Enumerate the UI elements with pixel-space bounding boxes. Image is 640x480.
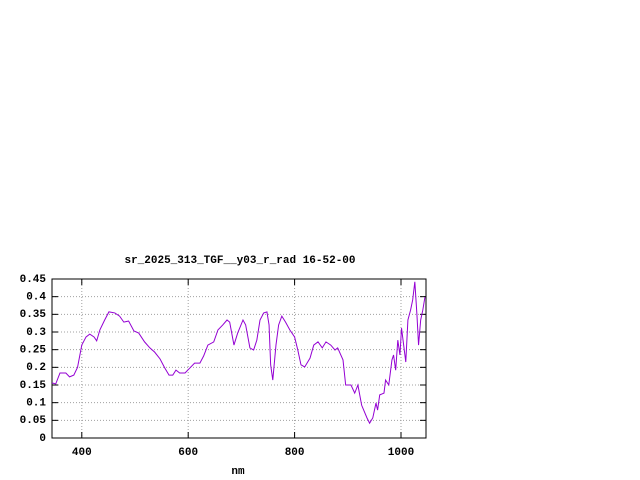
plot-frame <box>51 278 427 439</box>
x-axis-label: nm <box>231 466 245 478</box>
y-tick-label: 0.25 <box>20 345 47 357</box>
data-line <box>51 281 426 425</box>
y-tick-label: 0 <box>39 433 46 445</box>
y-tick-label: 0.05 <box>20 415 47 427</box>
chart-title: sr_2025_313_TGF__y03_r_rad 16-52-00 <box>124 255 355 267</box>
y-tick-label: 0.45 <box>20 274 47 286</box>
y-tick-label: 0.35 <box>20 309 47 321</box>
y-tick-label: 0.4 <box>26 292 46 304</box>
x-tick-label: 800 <box>285 447 305 459</box>
x-tick-label: 1000 <box>388 447 414 459</box>
y-tick-label: 0.3 <box>26 327 46 339</box>
x-tick-label: 600 <box>178 447 198 459</box>
y-tick-label: 0.1 <box>26 398 46 410</box>
y-tick-label: 0.15 <box>20 380 47 392</box>
x-tick-label: 400 <box>72 447 92 459</box>
y-tick-label: 0.2 <box>26 362 46 374</box>
